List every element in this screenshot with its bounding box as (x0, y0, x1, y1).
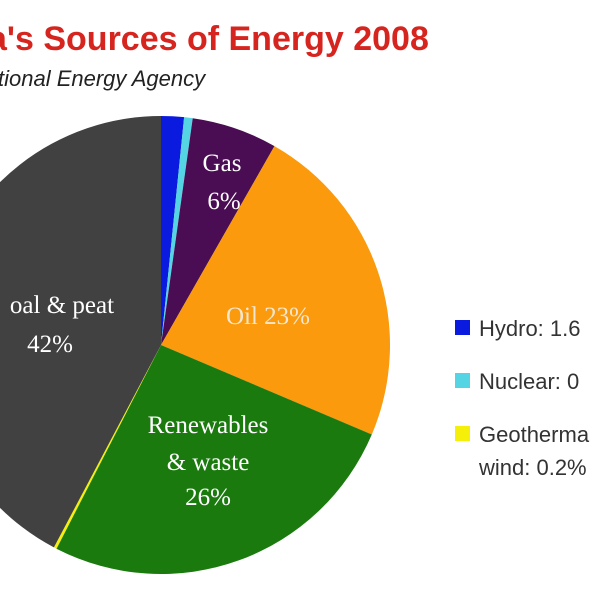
chart-title: a's Sources of Energy 2008 (0, 20, 429, 58)
legend: Hydro: 1.6 Nuclear: 0 Geotherma wind: 0.… (455, 312, 600, 484)
slice-label-oil: Oil 23% (226, 303, 310, 330)
pie-slice-hydro (161, 116, 185, 345)
slice-label-gas-pct: 6% (207, 188, 240, 215)
legend-label-nuclear: Nuclear: 0 (479, 369, 580, 394)
pie-slice-renewables-waste (56, 345, 372, 575)
legend-swatch-nuclear (455, 373, 470, 388)
slice-label-coal: oal & peat (10, 292, 114, 319)
slice-label-gas: Gas (203, 150, 242, 177)
legend-swatch-hydro (455, 320, 470, 335)
slice-label-renewables: Renewables (148, 412, 269, 439)
legend-item-geothermal: Geotherma wind: 0.2% (455, 418, 600, 484)
legend-label-hydro: Hydro: 1.6 (479, 316, 581, 341)
legend-label-geothermal: Geotherma (479, 422, 590, 447)
legend-swatch-geothermal (455, 426, 470, 441)
slice-label-coal-pct: 42% (27, 331, 73, 358)
legend-item-nuclear: Nuclear: 0 (455, 365, 600, 398)
pie-slice-nuclear (161, 117, 193, 346)
pie-slice-coal-peat (0, 116, 161, 548)
pie-slice-oil (161, 146, 390, 435)
legend-label-geothermal-line2: wind: 0.2% (479, 455, 587, 480)
chart-subtitle: tional Energy Agency (0, 66, 206, 91)
legend-item-hydro: Hydro: 1.6 (455, 312, 600, 345)
pie-slice-geothermal-wind (53, 345, 161, 549)
slice-label-renewables-pct: 26% (185, 484, 231, 511)
pie-slice-gas (161, 118, 275, 345)
slice-label-renewables-line2: & waste (167, 449, 250, 476)
